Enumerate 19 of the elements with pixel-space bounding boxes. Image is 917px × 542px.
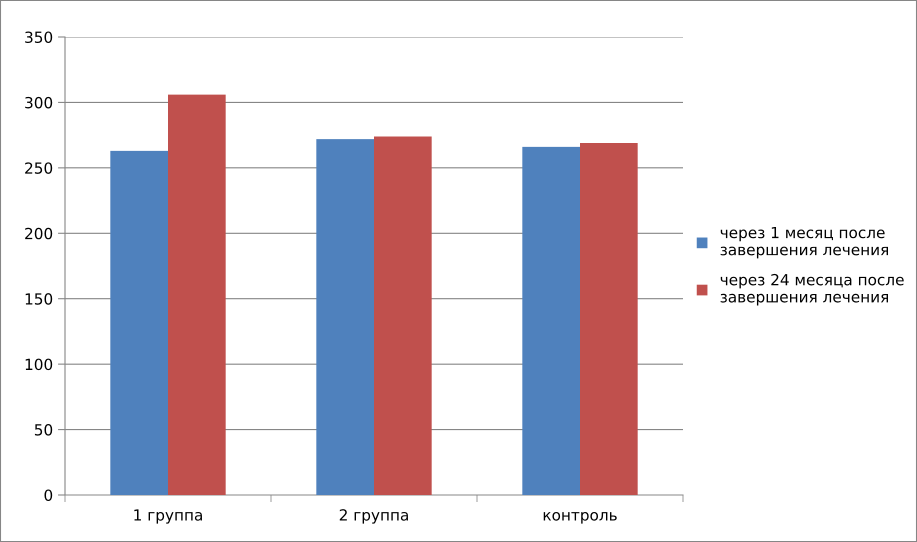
bar [374, 136, 432, 495]
x-tick-label: контроль [544, 512, 617, 524]
y-tick-label: 100 [26, 358, 52, 370]
bar [168, 94, 226, 495]
y-tick-label: 150 [26, 293, 52, 305]
y-tick-label: 250 [25, 162, 52, 174]
x-tick-label: 1 группа [134, 509, 202, 524]
bar [110, 150, 168, 495]
y-tick-label: 0 [44, 489, 52, 502]
bar [580, 142, 638, 495]
bar [522, 146, 580, 495]
legend-label: через 24 месяца после завершения лечения [720, 274, 904, 306]
y-tick-label: 300 [25, 96, 52, 108]
x-tick-label: 2 группа [340, 509, 408, 524]
legend-label: через 1 месяц после завершения лечения [720, 226, 888, 258]
y-tick-label: 350 [25, 31, 52, 44]
y-tick-label: 200 [25, 228, 52, 240]
y-tick-label: 50 [34, 424, 52, 436]
bar [316, 139, 374, 495]
